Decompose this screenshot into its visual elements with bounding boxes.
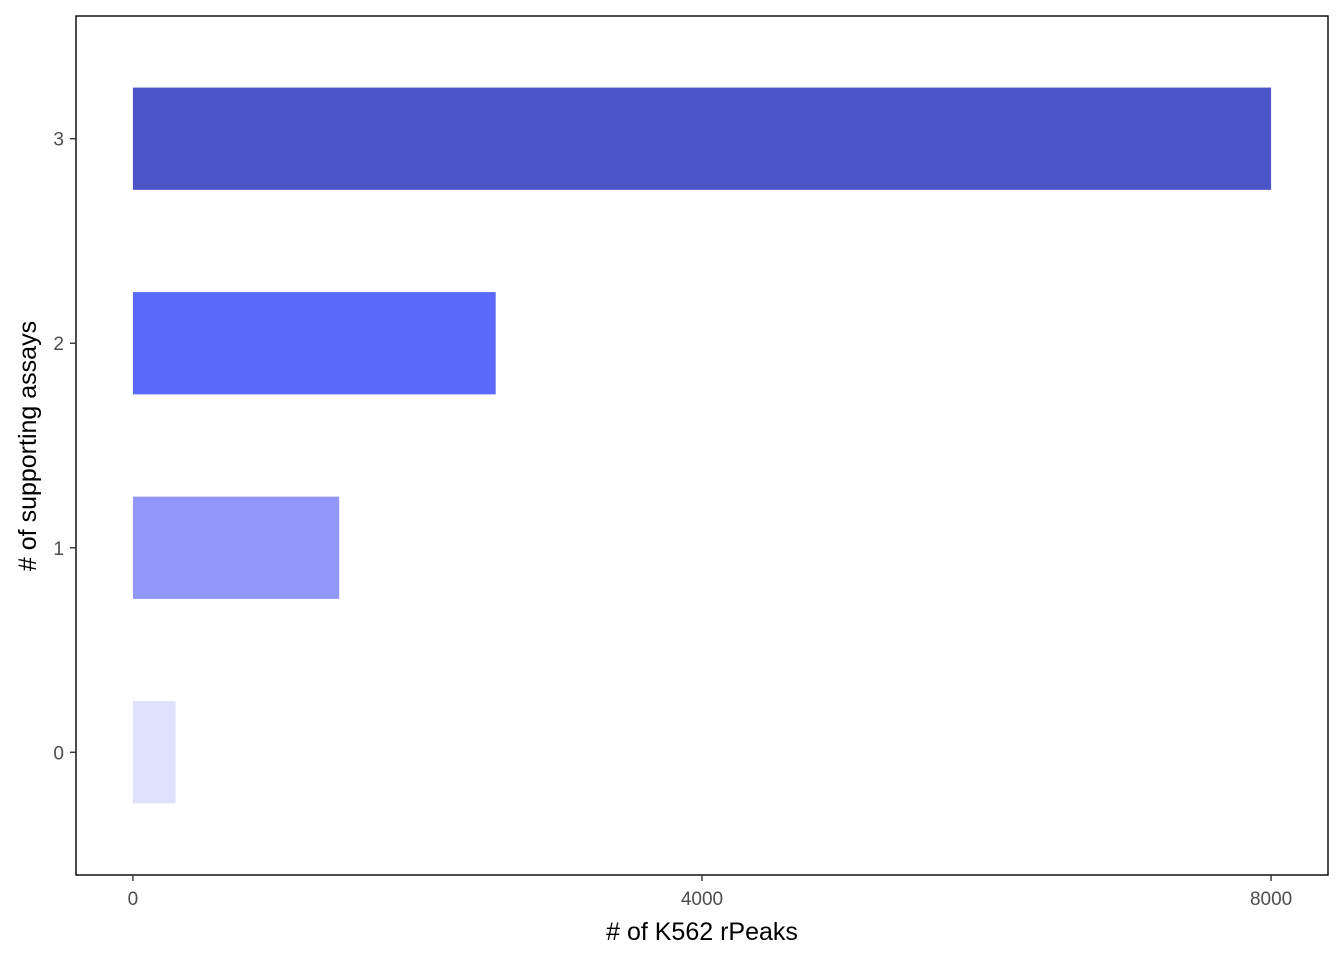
bar-0 bbox=[132, 701, 176, 804]
y-tick-label-3: 3 bbox=[53, 130, 64, 151]
x-tick-label-0: 0 bbox=[128, 889, 139, 910]
x-axis-title: # of K562 rPeaks bbox=[606, 918, 798, 946]
y-tick-label-2: 2 bbox=[53, 334, 64, 355]
x-tick-label-4000: 4000 bbox=[681, 889, 723, 910]
y-tick-label-1: 1 bbox=[53, 539, 64, 560]
x-axis: 0 4000 8000 bbox=[128, 875, 1292, 910]
bar-1 bbox=[132, 496, 340, 599]
bar-3 bbox=[132, 87, 1272, 190]
bars-layer bbox=[132, 87, 1272, 804]
x-tick-label-8000: 8000 bbox=[1250, 889, 1292, 910]
y-tick-label-0: 0 bbox=[53, 743, 64, 764]
bar-2 bbox=[132, 292, 496, 395]
y-axis: 0 1 2 3 bbox=[53, 130, 76, 764]
y-axis-title: # of supporting assays bbox=[14, 321, 42, 571]
